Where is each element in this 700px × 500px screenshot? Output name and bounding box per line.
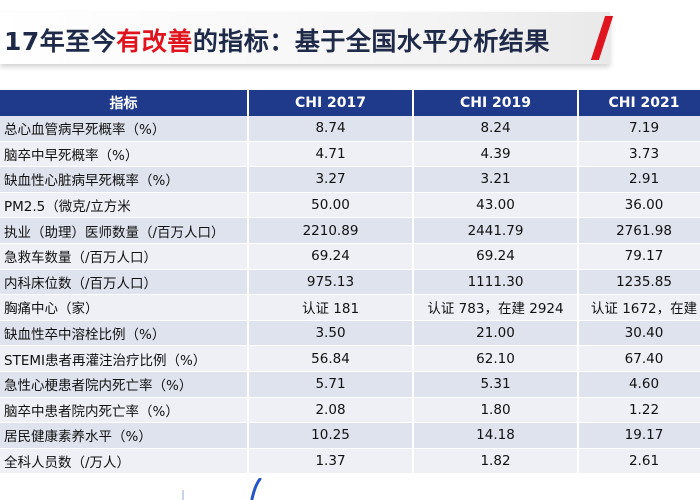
chi-2017-cell: 975.13 xyxy=(248,269,414,296)
chi-2017-cell: 56.84 xyxy=(248,345,414,372)
decorative-mark xyxy=(250,478,262,500)
indicator-cell: 居民健康素养水平（%） xyxy=(0,422,249,449)
indicator-cell: 胸痛中心（家） xyxy=(0,294,249,321)
chi-2017-cell: 3.50 xyxy=(248,320,414,347)
header-chi-2021: CHI 2021 xyxy=(578,90,700,116)
chi-2019-cell: 1111.30 xyxy=(413,269,579,296)
chi-2017-cell: 5.71 xyxy=(248,371,414,398)
chi-2019-cell: 14.18 xyxy=(413,422,579,449)
table-row: 全科人员数（/万人） 1.37 1.82 2.61 xyxy=(0,448,700,475)
chi-2021-cell: 1.22 xyxy=(578,397,700,424)
chi-2019-cell: 62.10 xyxy=(413,345,579,372)
indicator-cell: 急救车数量（/百万人口） xyxy=(0,243,249,270)
indicator-cell: 急性心梗患者院内死亡率（%） xyxy=(0,371,249,398)
chi-2021-cell: 2761.98 xyxy=(578,217,700,244)
title-highlight: 有改善 xyxy=(116,27,193,56)
indicator-cell: 脑卒中患者院内死亡率（%） xyxy=(0,397,249,424)
chi-2021-cell: 3.73 xyxy=(578,141,700,168)
chi-2017-cell: 2.08 xyxy=(248,397,414,424)
chi-2019-cell: 4.39 xyxy=(413,141,579,168)
chi-2019-cell: 1.80 xyxy=(413,397,579,424)
table-row: STEMI患者再灌注治疗比例（%） 56.84 62.10 67.40 xyxy=(0,345,700,372)
title-prefix: 17年至今 xyxy=(4,27,117,56)
table-row: 缺血性卒中溶栓比例（%） 3.50 21.00 30.40 xyxy=(0,320,700,347)
table-header-row: 指标 CHI 2017 CHI 2019 CHI 2021 xyxy=(0,90,700,116)
chi-2019-cell: 1.82 xyxy=(413,448,579,475)
chi-2021-cell: 4.60 xyxy=(578,371,700,398)
table-row: 执业（助理）医师数量（/百万人口） 2210.89 2441.79 2761.98 xyxy=(0,217,700,244)
chi-2021-cell: 认证 1672，在建 xyxy=(578,294,700,321)
chi-2017-cell: 50.00 xyxy=(248,192,414,219)
table-row: 胸痛中心（家） 认证 181 认证 783，在建 2924 认证 1672，在建 xyxy=(0,294,700,321)
table-row: 脑卒中早死概率（%） 4.71 4.39 3.73 xyxy=(0,141,700,168)
chi-2017-cell: 4.71 xyxy=(248,141,414,168)
chi-2019-cell: 69.24 xyxy=(413,243,579,270)
indicator-cell: 全科人员数（/万人） xyxy=(0,448,249,475)
page-title: 17年至今有改善的指标：基于全国水平分析结果 xyxy=(4,22,550,58)
indicator-cell: 缺血性卒中溶栓比例（%） xyxy=(0,320,249,347)
indicator-cell: PM2.5（微克/立方米 xyxy=(0,192,249,219)
chi-2021-cell: 7.19 xyxy=(578,116,700,142)
metrics-table: 指标 CHI 2017 CHI 2019 CHI 2021 总心血管病早死概率（… xyxy=(0,90,700,475)
header-chi-2019: CHI 2019 xyxy=(413,90,579,116)
chi-2021-cell: 2.91 xyxy=(578,166,700,193)
chi-2019-cell: 5.31 xyxy=(413,371,579,398)
chi-2017-cell: 认证 181 xyxy=(248,294,414,321)
chi-2021-cell: 1235.85 xyxy=(578,269,700,296)
chi-2019-cell: 21.00 xyxy=(413,320,579,347)
chi-2021-cell: 36.00 xyxy=(578,192,700,219)
table-row: 急救车数量（/百万人口） 69.24 69.24 79.17 xyxy=(0,243,700,270)
chi-2019-cell: 8.24 xyxy=(413,116,579,142)
table-row: 居民健康素养水平（%） 10.25 14.18 19.17 xyxy=(0,422,700,449)
chi-2019-cell: 3.21 xyxy=(413,166,579,193)
table-row: 急性心梗患者院内死亡率（%） 5.71 5.31 4.60 xyxy=(0,371,700,398)
chi-2021-cell: 79.17 xyxy=(578,243,700,270)
table-row: 内科床位数（/百万人口） 975.13 1111.30 1235.85 xyxy=(0,269,700,296)
indicator-cell: 内科床位数（/百万人口） xyxy=(0,269,249,296)
title-banner: 17年至今有改善的指标：基于全国水平分析结果 xyxy=(0,12,610,64)
chi-2021-cell: 19.17 xyxy=(578,422,700,449)
table-body: 总心血管病早死概率（%） 8.74 8.24 7.19 脑卒中早死概率（%） 4.71 4.… xyxy=(0,116,700,475)
table-row: 总心血管病早死概率（%） 8.74 8.24 7.19 xyxy=(0,116,700,142)
title-suffix: 的指标：基于全国水平分析结果 xyxy=(192,27,550,56)
indicator-cell: 脑卒中早死概率（%） xyxy=(0,141,249,168)
chi-2021-cell: 30.40 xyxy=(578,320,700,347)
indicator-cell: STEMI患者再灌注治疗比例（%） xyxy=(0,345,249,372)
table-row: 脑卒中患者院内死亡率（%） 2.08 1.80 1.22 xyxy=(0,397,700,424)
chi-2017-cell: 10.25 xyxy=(248,422,414,449)
indicator-cell: 执业（助理）医师数量（/百万人口） xyxy=(0,217,249,244)
chi-2017-cell: 3.27 xyxy=(248,166,414,193)
indicator-cell: 总心血管病早死概率（%） xyxy=(0,116,249,142)
chi-2021-cell: 67.40 xyxy=(578,345,700,372)
chi-2021-cell: 2.61 xyxy=(578,448,700,475)
table-row: PM2.5（微克/立方米 50.00 43.00 36.00 xyxy=(0,192,700,219)
chi-2019-cell: 认证 783，在建 2924 xyxy=(413,294,579,321)
chi-2017-cell: 8.74 xyxy=(248,116,414,142)
table-row: 缺血性心脏病早死概率（%） 3.27 3.21 2.91 xyxy=(0,166,700,193)
header-chi-2017: CHI 2017 xyxy=(248,90,414,116)
indicator-cell: 缺血性心脏病早死概率（%） xyxy=(0,166,249,193)
header-indicator: 指标 xyxy=(0,90,249,116)
chi-2017-cell: 1.37 xyxy=(248,448,414,475)
chi-2019-cell: 2441.79 xyxy=(413,217,579,244)
chi-2019-cell: 43.00 xyxy=(413,192,579,219)
chi-2017-cell: 2210.89 xyxy=(248,217,414,244)
chi-2017-cell: 69.24 xyxy=(248,243,414,270)
decorative-tick xyxy=(182,490,184,500)
